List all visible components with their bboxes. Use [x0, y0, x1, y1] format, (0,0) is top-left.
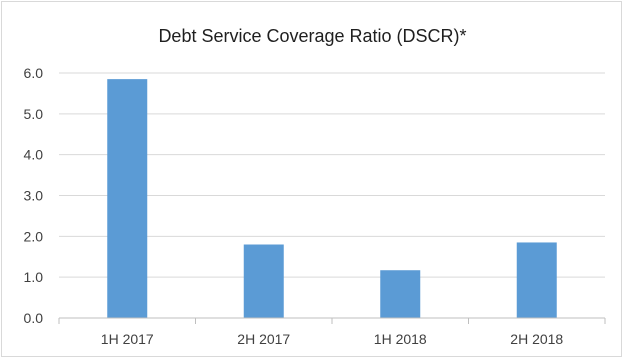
x-tick-label: 1H 2018 [374, 331, 427, 347]
x-tick-label: 2H 2018 [510, 331, 563, 347]
axes: 0.0 1.0 2.0 3.0 4.0 5.0 6.0 1H 2017 2H 2017 1H 20… [24, 65, 606, 347]
bar [243, 244, 284, 318]
y-tick-label: 2.0 [24, 228, 44, 244]
bars [107, 79, 557, 318]
y-tick-label: 1.0 [24, 269, 44, 285]
bar [107, 79, 148, 318]
y-tick-label: 6.0 [24, 65, 44, 81]
bar [516, 242, 557, 318]
gridlines [59, 72, 605, 278]
y-tick-label: 0.0 [24, 310, 44, 326]
x-tick-label: 2H 2017 [237, 331, 290, 347]
bar [380, 270, 421, 318]
y-tick-label: 5.0 [24, 106, 44, 122]
y-tick-label: 4.0 [24, 147, 44, 163]
x-tick-label: 1H 2017 [101, 331, 154, 347]
chart-title: Debt Service Coverage Ratio (DSCR)* [158, 26, 467, 46]
y-tick-label: 3.0 [24, 188, 44, 204]
